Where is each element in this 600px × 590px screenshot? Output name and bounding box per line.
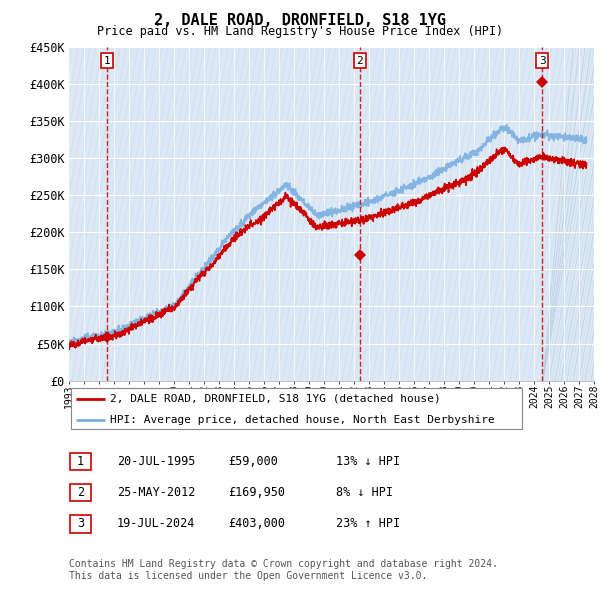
FancyBboxPatch shape — [70, 484, 91, 502]
FancyBboxPatch shape — [70, 453, 91, 470]
Bar — [543, 47, 594, 381]
Text: 8% ↓ HPI: 8% ↓ HPI — [336, 486, 393, 499]
FancyBboxPatch shape — [70, 515, 91, 533]
Text: 20-JUL-1995: 20-JUL-1995 — [117, 455, 196, 468]
Text: £169,950: £169,950 — [228, 486, 285, 499]
Text: 1: 1 — [104, 55, 110, 65]
Text: £403,000: £403,000 — [228, 517, 285, 530]
Text: 3: 3 — [77, 517, 84, 530]
Text: 1: 1 — [77, 455, 84, 468]
Text: £59,000: £59,000 — [228, 455, 278, 468]
Text: 23% ↑ HPI: 23% ↑ HPI — [336, 517, 400, 530]
Text: 25-MAY-2012: 25-MAY-2012 — [117, 486, 196, 499]
Text: 2: 2 — [77, 486, 84, 499]
Text: 13% ↓ HPI: 13% ↓ HPI — [336, 455, 400, 468]
Text: 19-JUL-2024: 19-JUL-2024 — [117, 517, 196, 530]
Text: Contains HM Land Registry data © Crown copyright and database right 2024.
This d: Contains HM Land Registry data © Crown c… — [69, 559, 498, 581]
FancyBboxPatch shape — [71, 388, 522, 430]
Text: 2, DALE ROAD, DRONFIELD, S18 1YG: 2, DALE ROAD, DRONFIELD, S18 1YG — [154, 13, 446, 28]
Text: Price paid vs. HM Land Registry's House Price Index (HPI): Price paid vs. HM Land Registry's House … — [97, 25, 503, 38]
Text: 3: 3 — [539, 55, 545, 65]
Text: 2, DALE ROAD, DRONFIELD, S18 1YG (detached house): 2, DALE ROAD, DRONFIELD, S18 1YG (detach… — [110, 394, 441, 404]
Text: 2: 2 — [356, 55, 364, 65]
Text: HPI: Average price, detached house, North East Derbyshire: HPI: Average price, detached house, Nort… — [110, 415, 495, 425]
